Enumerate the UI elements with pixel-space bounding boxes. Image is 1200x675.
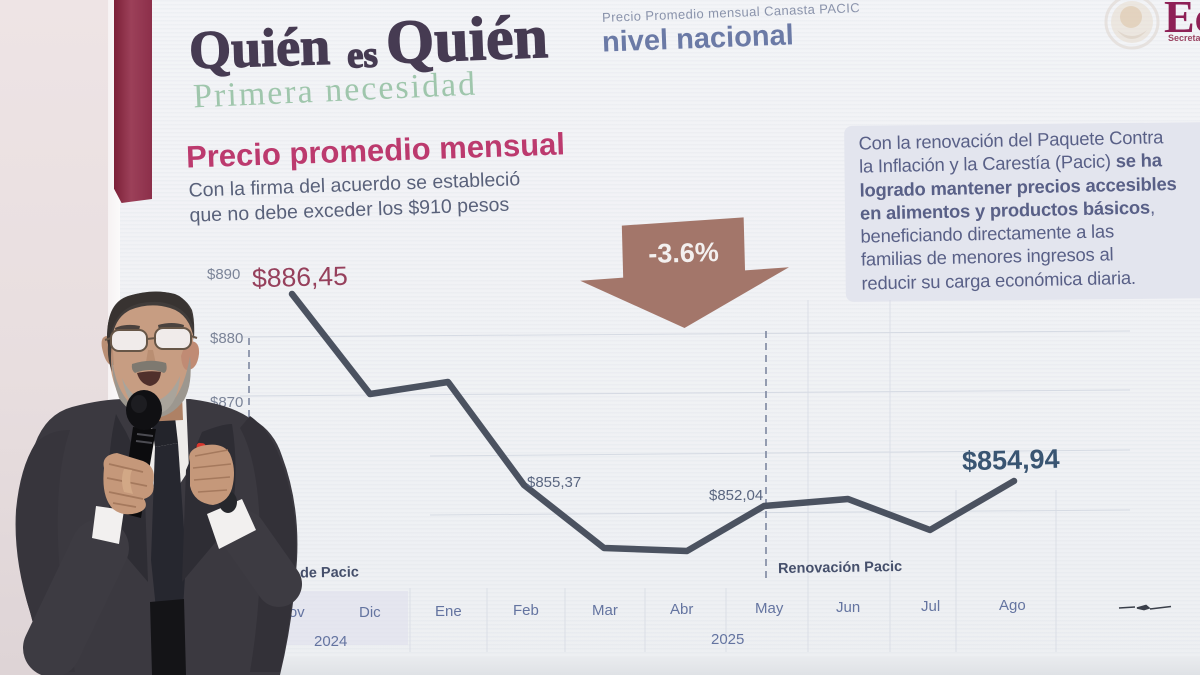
svg-text:-3.6%: -3.6% xyxy=(648,237,719,269)
